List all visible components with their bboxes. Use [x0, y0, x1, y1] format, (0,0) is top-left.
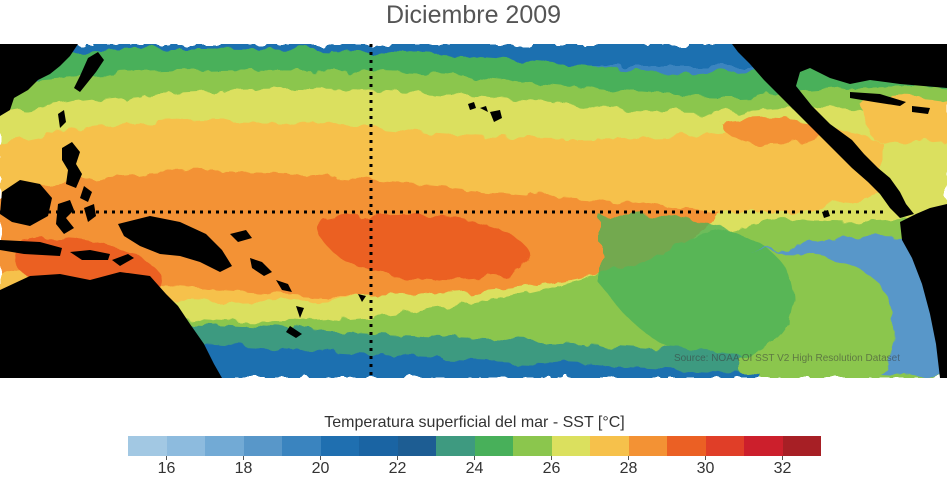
- colorbar-tick-label: 22: [388, 460, 407, 477]
- colorbar-swatch: [590, 436, 629, 456]
- colorbar-tick-mark: [320, 456, 321, 460]
- colorbar-swatch: [705, 436, 744, 456]
- source-note: Source: NOAA OI SST V2 High Resolution D…: [674, 353, 900, 364]
- colorbar-swatch: [628, 436, 667, 456]
- colorbar-swatch: [782, 436, 821, 456]
- colorbar-swatch: [513, 436, 552, 456]
- colorbar-tick-label: 26: [542, 460, 561, 477]
- colorbar-swatch: [667, 436, 706, 456]
- colorbar-title: Temperatura superficial del mar - SST [°…: [324, 414, 625, 431]
- sst-map: Source: NOAA OI SST V2 High Resolution D…: [0, 44, 947, 378]
- colorbar-swatch: [474, 436, 513, 456]
- colorbar-tick: 22: [378, 456, 418, 478]
- colorbar-swatch: [551, 436, 590, 456]
- colorbar-swatch: [205, 436, 244, 456]
- colorbar-swatch: [243, 436, 282, 456]
- colorbar-tick-label: 24: [465, 460, 484, 477]
- colorbar-tick-mark: [397, 456, 398, 460]
- colorbar-tick-mark: [781, 456, 783, 460]
- colorbar-swatch: [320, 436, 359, 456]
- land-masses: [0, 44, 947, 378]
- colorbar-tick: 24: [455, 456, 495, 478]
- colorbar-tick-label: 28: [619, 460, 638, 477]
- colorbar-swatch: [128, 436, 167, 456]
- colorbar-tick-label: 16: [157, 460, 176, 477]
- sst-map-graphic: Source: NOAA OI SST V2 High Resolution D…: [0, 44, 947, 378]
- colorbar-tick: 26: [531, 456, 571, 478]
- colorbar-tick-label: 30: [696, 460, 715, 477]
- colorbar-tick-label: 32: [773, 460, 792, 477]
- colorbar: [128, 436, 821, 456]
- colorbar-swatch: [436, 436, 475, 456]
- colorbar-tick: 20: [301, 456, 341, 478]
- colorbar-tick: 16: [147, 456, 187, 478]
- colorbar-tick: 28: [608, 456, 648, 478]
- colorbar-tick: 30: [685, 456, 725, 478]
- colorbar-swatch: [397, 436, 436, 456]
- colorbar-ticks: 16 18 20 22 24 26 28 30 32: [128, 456, 821, 480]
- reference-lines: [0, 44, 884, 378]
- colorbar-tick-mark: [474, 456, 475, 460]
- colorbar-swatch: [282, 436, 321, 456]
- colorbar-tick-mark: [627, 456, 629, 460]
- colorbar-swatch: [744, 436, 783, 456]
- colorbar-tick-mark: [704, 456, 706, 460]
- colorbar-tick-mark: [550, 456, 552, 460]
- colorbar-tick-label: 18: [234, 460, 253, 477]
- colorbar-tick: 18: [224, 456, 264, 478]
- colorbar-swatch: [166, 436, 205, 456]
- map-title: Diciembre 2009: [385, 1, 562, 29]
- colorbar-tick: 32: [762, 456, 802, 478]
- colorbar-tick-label: 20: [311, 460, 330, 477]
- colorbar-tick-mark: [243, 456, 245, 460]
- colorbar-swatch: [359, 436, 398, 456]
- colorbar-tick-mark: [166, 456, 168, 460]
